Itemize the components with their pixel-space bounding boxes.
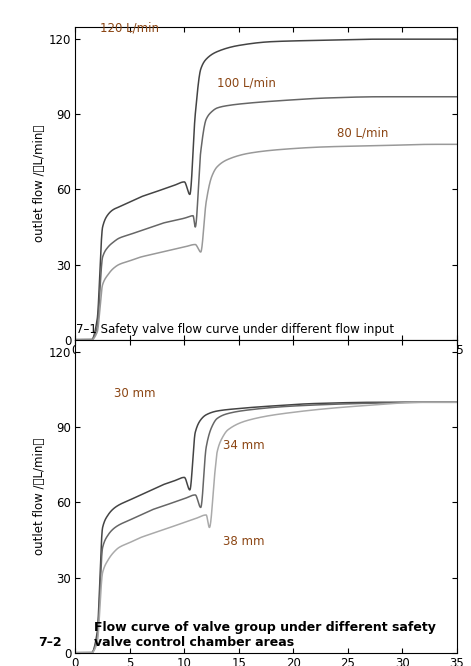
Text: 38 mm: 38 mm bbox=[222, 535, 264, 547]
Text: 100 L/min: 100 L/min bbox=[217, 76, 276, 89]
Text: Flow curve of valve group under different safety
valve control chamber areas: Flow curve of valve group under differen… bbox=[94, 621, 436, 649]
Text: 34 mm: 34 mm bbox=[222, 440, 264, 452]
Text: 7–2: 7–2 bbox=[38, 636, 61, 649]
Text: 30 mm: 30 mm bbox=[114, 387, 155, 400]
Y-axis label: outlet flow /（L/min）: outlet flow /（L/min） bbox=[33, 125, 46, 242]
Text: 120 L/min: 120 L/min bbox=[100, 21, 159, 34]
Y-axis label: outlet flow /（L/min）: outlet flow /（L/min） bbox=[33, 438, 46, 555]
Text: 7–1 Safety valve flow curve under different flow input: 7–1 Safety valve flow curve under differ… bbox=[76, 323, 395, 336]
Text: 80 L/min: 80 L/min bbox=[337, 127, 389, 139]
X-axis label: Time $\it{/ms}$: Time $\it{/ms}$ bbox=[236, 360, 296, 374]
